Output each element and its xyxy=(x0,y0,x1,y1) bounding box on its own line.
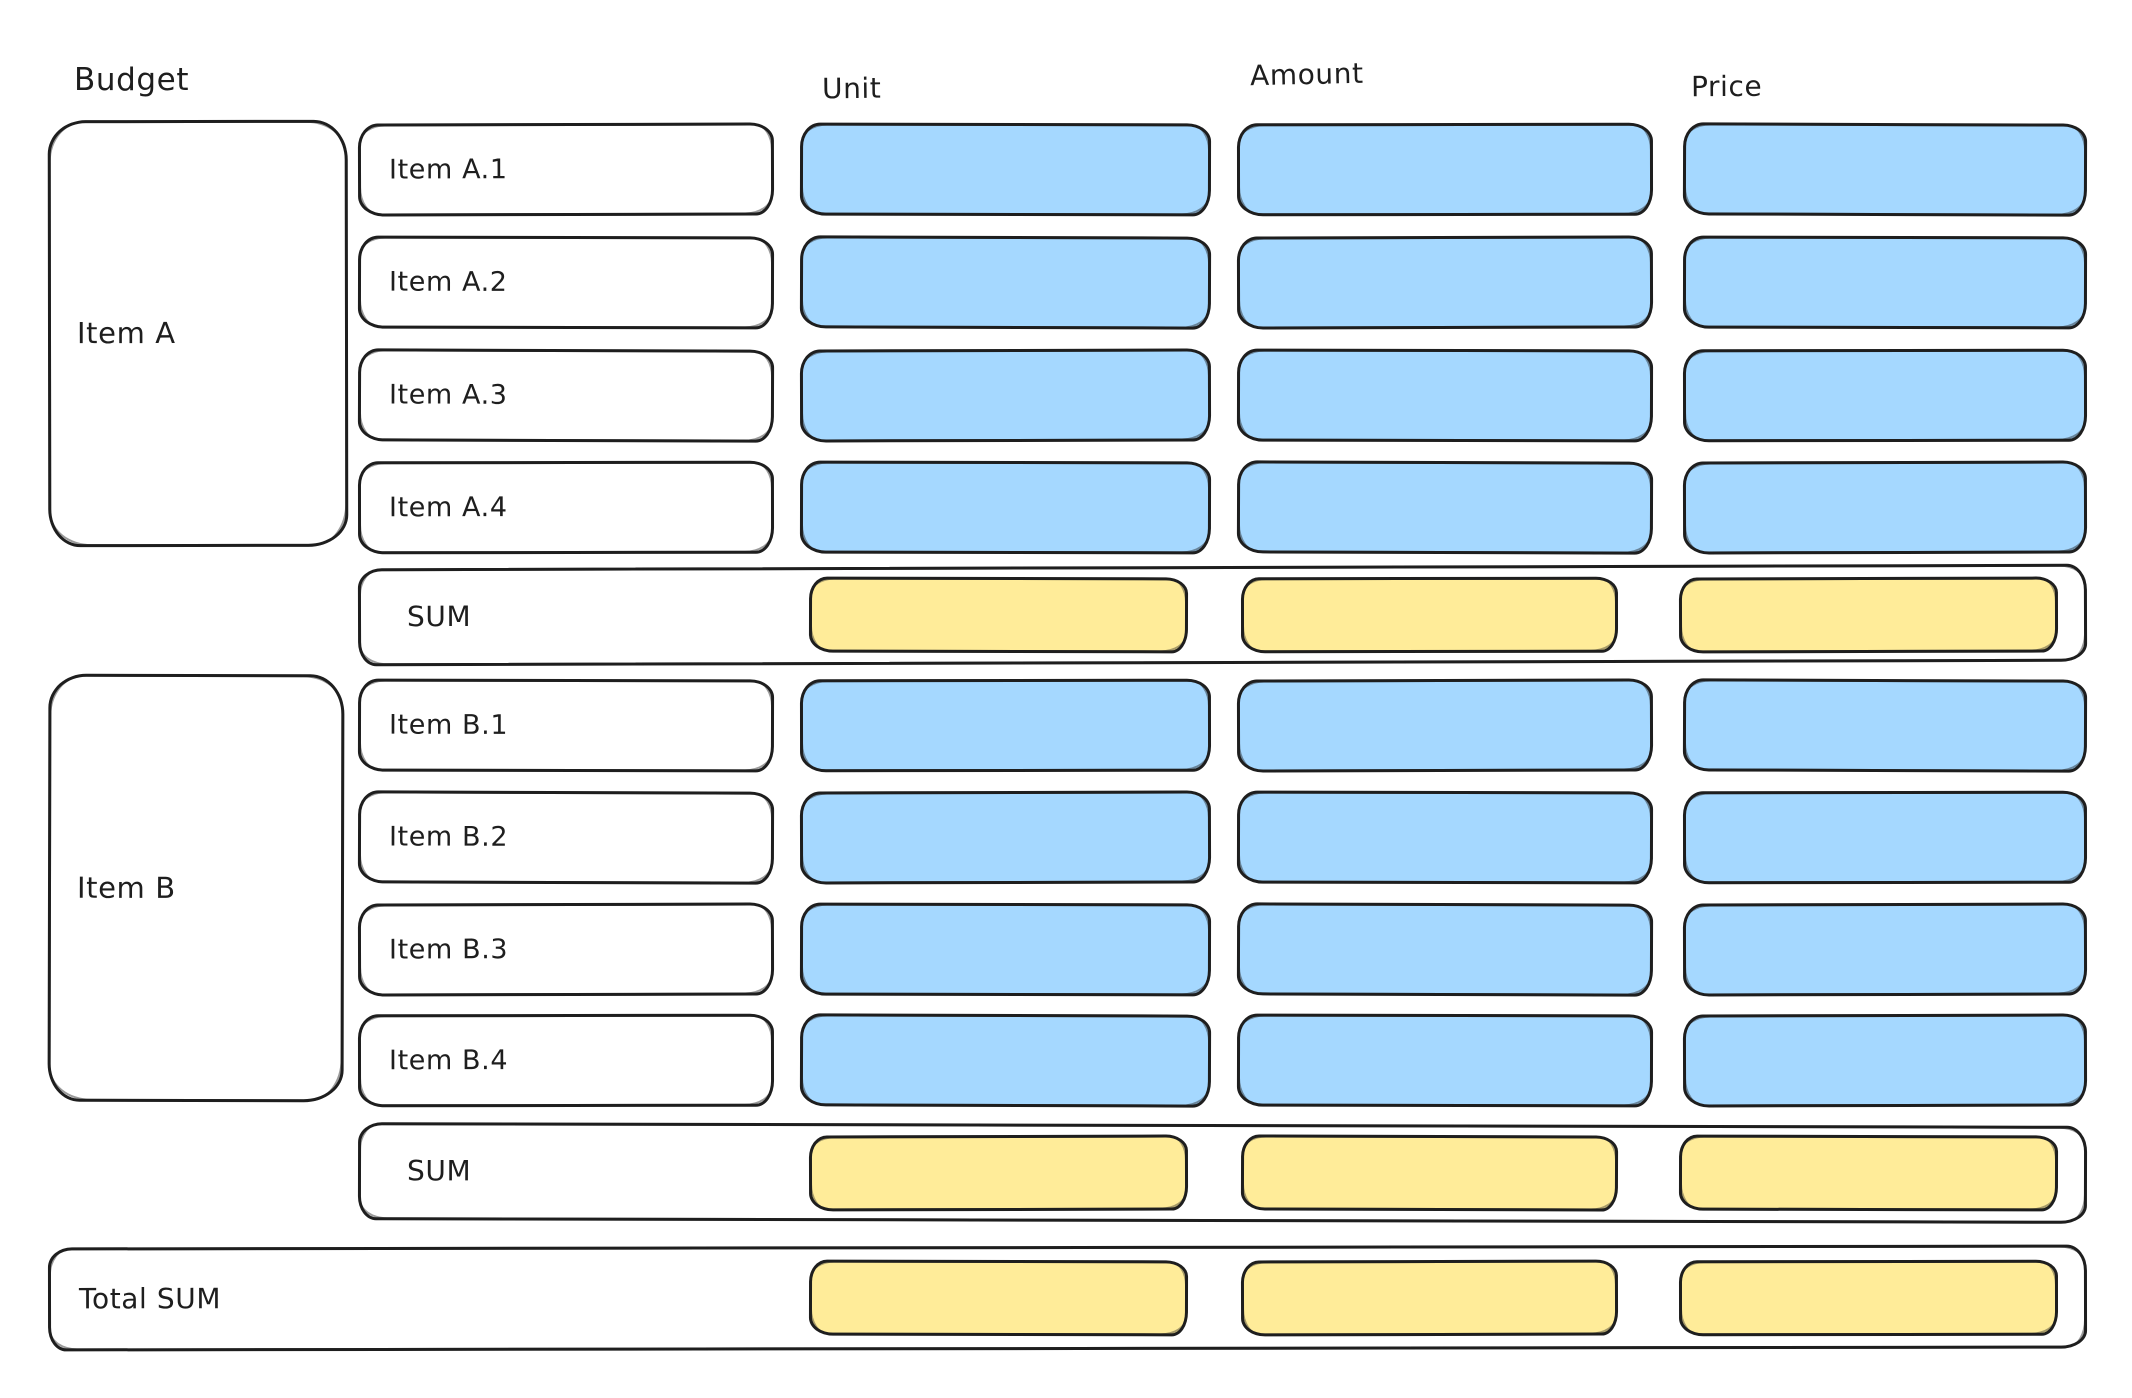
value-cell-price xyxy=(1682,460,2088,555)
diagram-title: Budget xyxy=(74,62,190,98)
sum-label: SUM xyxy=(406,599,472,634)
sum-cell-unit xyxy=(808,1134,1189,1212)
group-label-item-b: Item B xyxy=(76,870,176,905)
total-cell-unit xyxy=(808,1259,1189,1337)
row-label-cell: Item A.4 xyxy=(357,460,775,555)
group-box-item-a: Item A xyxy=(47,119,349,548)
value-cell-price xyxy=(1682,122,2088,217)
value-cell-unit xyxy=(799,1013,1212,1108)
value-cell-unit xyxy=(799,122,1212,217)
value-cell-price xyxy=(1682,790,2088,885)
group-label-item-a: Item A xyxy=(76,316,176,351)
row-label-cell: Item A.1 xyxy=(357,122,775,217)
sum-cell-amount xyxy=(1240,1134,1619,1212)
row-label: Item B.1 xyxy=(388,709,509,741)
row-label-cell: Item A.2 xyxy=(357,235,775,330)
column-header-amount: Amount xyxy=(1249,56,1364,93)
value-cell-amount xyxy=(1236,902,1654,997)
row-label: Item A.1 xyxy=(388,154,508,186)
value-cell-amount xyxy=(1236,235,1654,330)
value-cell-unit xyxy=(799,348,1212,443)
sum-cell-amount xyxy=(1240,576,1619,654)
row-label: Item B.4 xyxy=(388,1045,509,1077)
value-cell-unit xyxy=(799,790,1212,885)
sum-cell-price xyxy=(1678,576,2059,654)
value-cell-unit xyxy=(799,235,1212,330)
value-cell-amount xyxy=(1236,122,1654,217)
sum-cell-price xyxy=(1678,1134,2059,1212)
row-label-cell: Item B.4 xyxy=(357,1013,775,1108)
row-label: Item B.3 xyxy=(388,934,509,966)
value-cell-amount xyxy=(1236,460,1654,555)
total-sum-label: Total SUM xyxy=(78,1282,222,1316)
value-cell-amount xyxy=(1236,678,1654,773)
column-header-price: Price xyxy=(1690,69,1763,104)
row-label: Item B.2 xyxy=(388,821,509,853)
total-cell-amount xyxy=(1240,1259,1619,1337)
value-cell-unit xyxy=(799,460,1212,555)
row-label-cell: Item A.3 xyxy=(357,348,775,443)
value-cell-unit xyxy=(799,902,1212,997)
group-box-item-b: Item B xyxy=(47,673,345,1103)
value-cell-amount xyxy=(1236,1013,1654,1108)
row-label: Item A.4 xyxy=(388,492,508,524)
sum-label: SUM xyxy=(406,1154,472,1188)
value-cell-amount xyxy=(1236,348,1654,443)
value-cell-price xyxy=(1682,902,2088,997)
row-label-cell: Item B.1 xyxy=(357,678,775,773)
value-cell-unit xyxy=(799,678,1212,773)
value-cell-price xyxy=(1682,235,2088,330)
row-label-cell: Item B.3 xyxy=(357,902,775,997)
row-label-cell: Item B.2 xyxy=(357,790,775,885)
row-label: Item A.3 xyxy=(388,379,508,411)
value-cell-price xyxy=(1682,1013,2088,1108)
value-cell-price xyxy=(1682,678,2088,773)
sum-cell-unit xyxy=(808,576,1189,654)
value-cell-price xyxy=(1682,348,2088,443)
value-cell-amount xyxy=(1236,790,1654,885)
column-header-unit: Unit xyxy=(821,71,882,106)
row-label: Item A.2 xyxy=(388,266,508,298)
total-cell-price xyxy=(1678,1259,2059,1337)
